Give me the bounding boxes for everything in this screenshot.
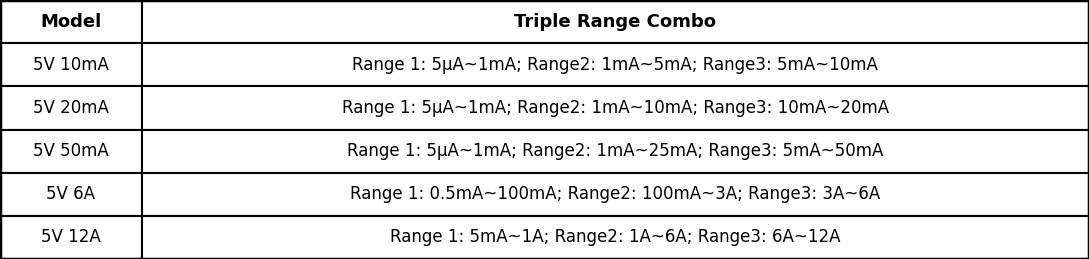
Bar [0, 173, 142, 216]
Bar [142, 86, 1089, 130]
Bar [142, 216, 1089, 259]
Text: Range 1: 0.5mA~100mA; Range2: 100mA~3A; Range3: 3A~6A: Range 1: 0.5mA~100mA; Range2: 100mA~3A; … [351, 185, 880, 203]
Bar [0, 216, 142, 259]
Text: 5V 12A: 5V 12A [41, 228, 100, 246]
Text: Range 1: 5μA~1mA; Range2: 1mA~5mA; Range3: 5mA~10mA: Range 1: 5μA~1mA; Range2: 1mA~5mA; Range… [353, 56, 878, 74]
Text: Model: Model [40, 13, 101, 31]
Bar [0, 43, 142, 86]
Text: 5V 10mA: 5V 10mA [33, 56, 109, 74]
Bar [0, 0, 142, 43]
Text: Range 1: 5μA~1mA; Range2: 1mA~25mA; Range3: 5mA~50mA: Range 1: 5μA~1mA; Range2: 1mA~25mA; Rang… [347, 142, 883, 160]
Text: 5V 50mA: 5V 50mA [33, 142, 109, 160]
Bar [142, 130, 1089, 173]
Bar [0, 86, 142, 130]
Bar [142, 0, 1089, 43]
Text: 5V 20mA: 5V 20mA [33, 99, 109, 117]
Bar [142, 173, 1089, 216]
Text: 5V 6A: 5V 6A [47, 185, 95, 203]
Text: Range 1: 5μA~1mA; Range2: 1mA~10mA; Range3: 10mA~20mA: Range 1: 5μA~1mA; Range2: 1mA~10mA; Rang… [342, 99, 889, 117]
Bar [142, 43, 1089, 86]
Text: Range 1: 5mA~1A; Range2: 1A~6A; Range3: 6A~12A: Range 1: 5mA~1A; Range2: 1A~6A; Range3: … [390, 228, 841, 246]
Text: Triple Range Combo: Triple Range Combo [514, 13, 717, 31]
Bar [0, 130, 142, 173]
